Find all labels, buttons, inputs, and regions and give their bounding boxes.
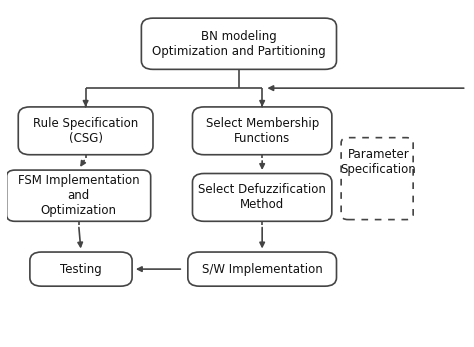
- Text: Select Defuzzification
Method: Select Defuzzification Method: [198, 184, 326, 211]
- Text: BN modeling
Optimization and Partitioning: BN modeling Optimization and Partitionin…: [152, 30, 326, 58]
- Text: S/W Implementation: S/W Implementation: [202, 263, 322, 276]
- Text: Testing: Testing: [60, 263, 102, 276]
- FancyBboxPatch shape: [141, 18, 337, 69]
- FancyBboxPatch shape: [192, 174, 332, 221]
- FancyBboxPatch shape: [7, 170, 151, 221]
- Text: Parameter
Specification: Parameter Specification: [340, 147, 416, 176]
- Text: Rule Specification
(CSG): Rule Specification (CSG): [33, 117, 138, 145]
- FancyBboxPatch shape: [18, 107, 153, 155]
- Text: Select Membership
Functions: Select Membership Functions: [206, 117, 319, 145]
- FancyBboxPatch shape: [192, 107, 332, 155]
- Text: FSM Implementation
and
Optimization: FSM Implementation and Optimization: [18, 174, 139, 217]
- FancyBboxPatch shape: [30, 252, 132, 286]
- FancyBboxPatch shape: [188, 252, 337, 286]
